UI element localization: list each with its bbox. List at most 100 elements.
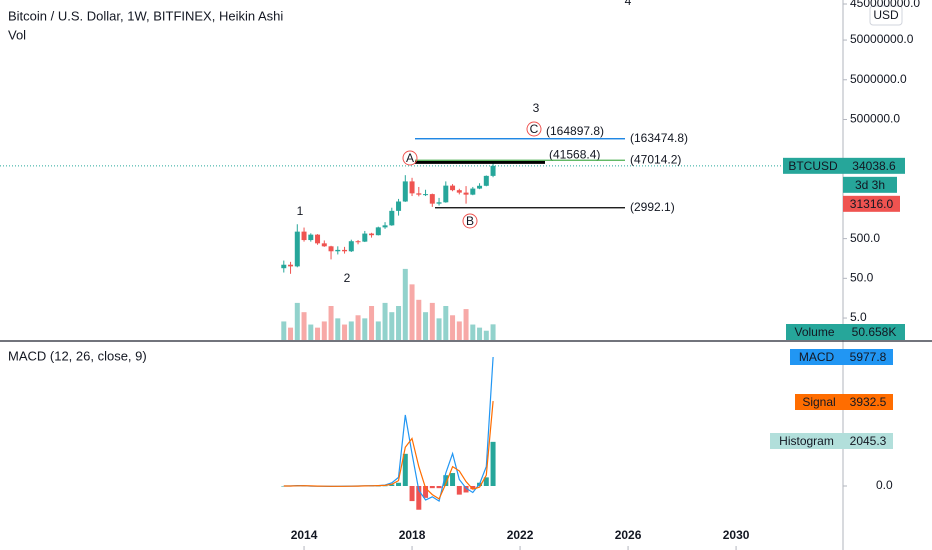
volume-name-tag-box bbox=[786, 324, 843, 340]
point-label: B bbox=[466, 214, 474, 228]
volume-value-tag: 50.658K bbox=[852, 325, 897, 339]
histogram-bar bbox=[443, 475, 449, 486]
volume-bar bbox=[281, 321, 287, 340]
histogram-bar bbox=[463, 485, 469, 493]
wave-label: 3 bbox=[533, 101, 540, 115]
candle-body bbox=[456, 190, 462, 193]
volume-bar bbox=[477, 327, 483, 340]
candle-body bbox=[396, 201, 402, 211]
candle-body bbox=[369, 233, 375, 236]
volume-bar bbox=[396, 306, 402, 340]
histogram-bar bbox=[436, 485, 442, 489]
histogram-bar bbox=[423, 485, 429, 498]
candle-body bbox=[375, 227, 381, 236]
point-label: A bbox=[406, 151, 414, 165]
candle-body bbox=[355, 241, 361, 243]
y-tick-label: 0.0 bbox=[876, 478, 893, 492]
currency-button[interactable] bbox=[869, 5, 903, 26]
candle-body bbox=[342, 249, 348, 252]
candle-body bbox=[450, 185, 456, 191]
candle-body bbox=[288, 264, 294, 267]
volume-bar bbox=[328, 306, 334, 340]
volume-bar bbox=[301, 312, 307, 340]
macd-name-tag-box bbox=[795, 394, 843, 410]
low-tag: 31316.0 bbox=[850, 197, 894, 211]
macd-value-tag-box bbox=[843, 394, 893, 410]
x-tick-label: 2026 bbox=[615, 528, 642, 542]
y-tick-label: 5000000.0 bbox=[850, 72, 907, 86]
level-label: (2992.1) bbox=[630, 200, 675, 214]
symbol-tag: BTCUSD bbox=[788, 159, 838, 173]
last-price-tag: 34038.6 bbox=[852, 159, 896, 173]
volume-bar bbox=[355, 315, 361, 340]
macd-value-tag: 3932.5 bbox=[850, 395, 887, 409]
volume-bar bbox=[348, 321, 354, 340]
macd-name-tag: Signal bbox=[802, 395, 835, 409]
x-tick-label: 2014 bbox=[291, 528, 318, 542]
volume-bar bbox=[409, 284, 415, 340]
candle-body bbox=[436, 202, 442, 204]
macd-value-tag: 5977.8 bbox=[850, 350, 887, 364]
volume-bar bbox=[382, 302, 388, 340]
histogram-bar bbox=[456, 485, 462, 495]
volume-bar bbox=[335, 318, 341, 340]
histogram-bar bbox=[402, 453, 408, 486]
volume-bar bbox=[375, 321, 381, 340]
point-marker bbox=[402, 150, 418, 166]
macd-line bbox=[283, 401, 494, 500]
candle-body bbox=[443, 185, 449, 203]
volume-bar bbox=[342, 324, 348, 340]
candle-body bbox=[490, 165, 496, 176]
candle-body bbox=[348, 241, 354, 252]
volume-bar bbox=[443, 306, 449, 340]
candle-body bbox=[409, 181, 415, 194]
histogram-bar bbox=[396, 482, 402, 486]
volume-bar bbox=[463, 309, 469, 340]
volume-bar bbox=[490, 324, 496, 340]
x-tick-label: 2022 bbox=[507, 528, 534, 542]
point-label: C bbox=[530, 122, 539, 136]
volume-bar bbox=[436, 318, 442, 340]
x-tick-label: 2030 bbox=[723, 528, 750, 542]
candle-body bbox=[477, 185, 483, 189]
candle-body bbox=[483, 175, 489, 186]
macd-value-tag-box bbox=[843, 349, 893, 365]
histogram-bar bbox=[409, 485, 415, 502]
y-tick-label: 500000.0 bbox=[850, 112, 900, 126]
volume-bar bbox=[308, 324, 314, 340]
candle-body bbox=[382, 225, 388, 228]
point-marker bbox=[526, 121, 542, 137]
candle-body bbox=[416, 193, 422, 195]
histogram-bar bbox=[389, 484, 395, 486]
histogram-bar bbox=[450, 473, 456, 486]
volume-bar bbox=[294, 302, 300, 340]
candle-body bbox=[402, 181, 408, 202]
histogram-bar bbox=[416, 485, 422, 510]
wave-label: 2 bbox=[344, 271, 351, 285]
volume-name-tag: Volume bbox=[794, 325, 834, 339]
volume-value-tag-box bbox=[843, 324, 905, 340]
volume-bar bbox=[429, 302, 435, 340]
candle-body bbox=[315, 234, 321, 244]
volume-bar bbox=[456, 321, 462, 340]
candle-body bbox=[335, 249, 341, 252]
volume-bar bbox=[470, 324, 476, 340]
volume-bar bbox=[315, 327, 321, 340]
low-tag-box bbox=[843, 195, 900, 212]
volume-bar bbox=[321, 321, 327, 340]
wave-label: 4 bbox=[625, 0, 632, 8]
candle-body bbox=[463, 192, 469, 195]
volume-bar bbox=[450, 315, 456, 340]
wave-label: 1 bbox=[297, 204, 304, 218]
candle-body bbox=[470, 188, 476, 195]
volume-bar bbox=[416, 299, 422, 340]
level-label: (164897.8) bbox=[546, 124, 604, 138]
macd-value-tag: 2045.3 bbox=[850, 434, 887, 448]
candle-body bbox=[294, 231, 300, 267]
currency-label[interactable]: USD bbox=[873, 8, 899, 22]
candle-body bbox=[389, 210, 395, 226]
volume-bar bbox=[288, 327, 294, 340]
level-label: (47014.2) bbox=[630, 152, 681, 166]
candle-body bbox=[281, 264, 287, 269]
last-price-tag-box bbox=[843, 157, 905, 174]
